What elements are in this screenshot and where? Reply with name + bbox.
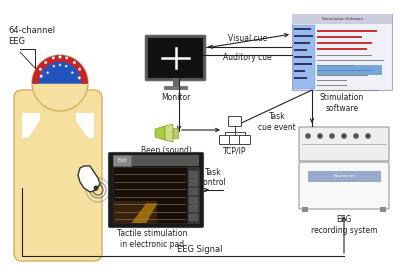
FancyBboxPatch shape bbox=[230, 136, 240, 144]
Text: Tactile stimulation
in electronic pad: Tactile stimulation in electronic pad bbox=[117, 229, 187, 249]
Circle shape bbox=[71, 72, 73, 74]
Circle shape bbox=[94, 185, 98, 191]
Bar bbox=[189, 188, 198, 195]
Circle shape bbox=[53, 65, 55, 67]
Polygon shape bbox=[132, 203, 158, 223]
FancyBboxPatch shape bbox=[299, 127, 389, 161]
Circle shape bbox=[306, 133, 310, 139]
Bar bbox=[189, 171, 198, 178]
FancyBboxPatch shape bbox=[145, 35, 206, 81]
Text: Stimulation
software: Stimulation software bbox=[320, 93, 364, 113]
Bar bbox=[113, 167, 187, 223]
Polygon shape bbox=[78, 166, 100, 192]
Circle shape bbox=[318, 133, 322, 139]
Bar bbox=[294, 56, 305, 58]
Text: 64-channel
EEG: 64-channel EEG bbox=[8, 26, 55, 46]
Circle shape bbox=[65, 57, 68, 59]
FancyBboxPatch shape bbox=[228, 117, 242, 126]
Circle shape bbox=[59, 64, 61, 66]
Circle shape bbox=[354, 133, 358, 139]
Bar bbox=[173, 128, 178, 138]
Bar bbox=[317, 42, 372, 44]
Bar bbox=[317, 80, 352, 81]
Bar bbox=[317, 59, 372, 61]
Bar bbox=[113, 155, 199, 166]
Circle shape bbox=[52, 57, 55, 59]
Bar bbox=[302, 207, 308, 212]
Text: EEG
recording system: EEG recording system bbox=[311, 215, 377, 235]
Circle shape bbox=[59, 55, 62, 58]
Text: EEG Signal: EEG Signal bbox=[177, 245, 223, 254]
Polygon shape bbox=[33, 56, 87, 83]
FancyBboxPatch shape bbox=[240, 136, 250, 144]
Bar bbox=[294, 49, 309, 51]
Bar bbox=[308, 171, 380, 181]
Bar bbox=[294, 35, 308, 37]
Bar bbox=[317, 84, 353, 86]
Bar bbox=[189, 179, 198, 186]
Circle shape bbox=[32, 55, 88, 111]
Circle shape bbox=[65, 65, 67, 67]
Bar bbox=[189, 197, 198, 204]
Bar bbox=[317, 90, 386, 91]
Bar bbox=[317, 65, 382, 75]
Bar bbox=[38, 95, 70, 120]
Circle shape bbox=[78, 76, 81, 79]
Bar bbox=[317, 48, 367, 50]
FancyBboxPatch shape bbox=[299, 162, 389, 209]
Bar bbox=[380, 207, 386, 212]
Text: Stimulation Software: Stimulation Software bbox=[322, 17, 362, 21]
Circle shape bbox=[342, 133, 346, 139]
Polygon shape bbox=[22, 113, 40, 138]
Circle shape bbox=[47, 72, 49, 74]
Text: Task
control: Task control bbox=[200, 168, 227, 187]
Text: TCP/IP: TCP/IP bbox=[223, 147, 247, 156]
Text: Auditory cue: Auditory cue bbox=[223, 53, 272, 62]
Bar bbox=[317, 65, 351, 66]
Bar bbox=[294, 28, 307, 30]
FancyBboxPatch shape bbox=[108, 152, 204, 228]
Circle shape bbox=[366, 133, 370, 139]
Polygon shape bbox=[155, 126, 165, 140]
Circle shape bbox=[330, 133, 334, 139]
Bar bbox=[294, 42, 308, 44]
Bar bbox=[164, 86, 188, 90]
FancyBboxPatch shape bbox=[14, 90, 102, 261]
Bar bbox=[317, 30, 377, 32]
FancyBboxPatch shape bbox=[292, 14, 392, 90]
Text: Monitor: Monitor bbox=[161, 93, 190, 102]
Circle shape bbox=[78, 68, 81, 71]
Bar bbox=[293, 25, 315, 89]
Polygon shape bbox=[165, 124, 173, 142]
FancyBboxPatch shape bbox=[220, 136, 230, 144]
Bar bbox=[317, 75, 340, 76]
Bar bbox=[113, 155, 131, 166]
Text: Visual cue: Visual cue bbox=[228, 34, 267, 43]
Polygon shape bbox=[113, 201, 158, 223]
Bar bbox=[317, 36, 362, 38]
Bar bbox=[189, 205, 198, 212]
Circle shape bbox=[40, 75, 43, 77]
Polygon shape bbox=[33, 56, 87, 83]
Bar bbox=[172, 78, 178, 88]
Text: Task
cue event: Task cue event bbox=[258, 112, 296, 132]
Text: Beep (sound): Beep (sound) bbox=[140, 146, 192, 155]
Bar bbox=[188, 167, 199, 223]
Bar bbox=[294, 63, 313, 65]
Circle shape bbox=[73, 61, 76, 64]
Bar bbox=[189, 214, 198, 221]
Circle shape bbox=[44, 61, 47, 64]
Polygon shape bbox=[76, 113, 94, 138]
Bar bbox=[294, 77, 312, 79]
Bar bbox=[292, 14, 392, 24]
Bar bbox=[317, 69, 344, 71]
Bar bbox=[317, 54, 387, 56]
Circle shape bbox=[39, 68, 42, 71]
Bar bbox=[294, 70, 310, 72]
Text: Neuroscan: Neuroscan bbox=[333, 174, 355, 178]
Bar bbox=[148, 38, 203, 78]
Text: Exit: Exit bbox=[117, 158, 127, 163]
